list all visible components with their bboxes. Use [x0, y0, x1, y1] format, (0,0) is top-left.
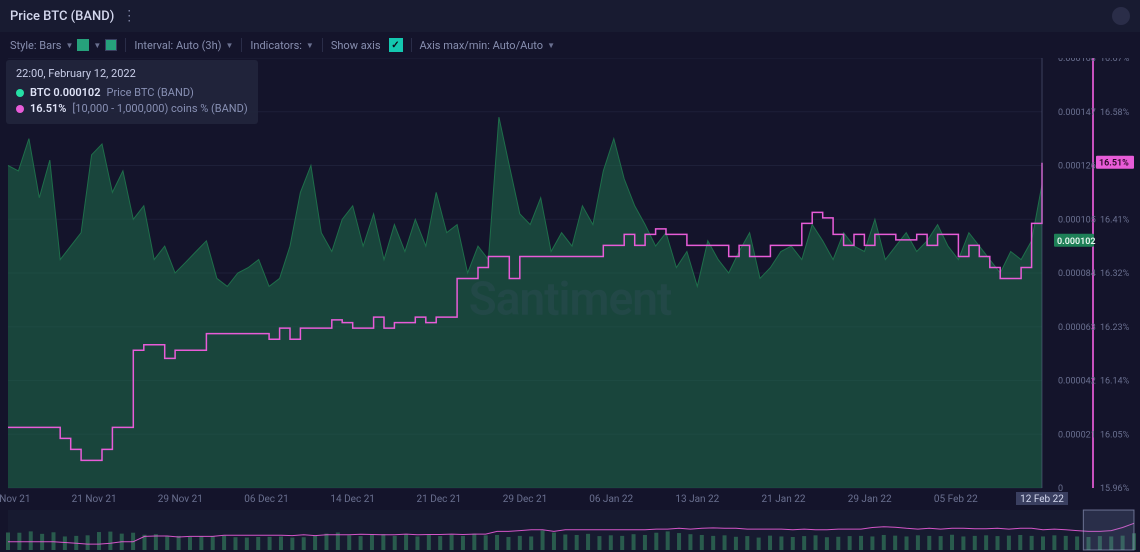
chart-toolbar: Style: Bars ▼ ▼ Interval: Auto (3h) ▼ In… [0, 32, 1140, 58]
chart-tooltip: 22:00, February 12, 2022 BTC 0.000102 Pr… [6, 60, 258, 124]
svg-text:16.32%: 16.32% [1100, 269, 1130, 279]
tooltip-value: BTC 0.000102 [30, 85, 101, 102]
chevron-down-icon: ▼ [306, 41, 314, 50]
price-chart-svg[interactable]: 0.000168 0.000147 0.000126 0.000105 0.000084… [0, 58, 1140, 552]
svg-text:16.51%: 16.51% [1099, 159, 1129, 169]
svg-text:12 Feb 22: 12 Feb 22 [1020, 494, 1064, 505]
svg-text:0.000147: 0.000147 [1058, 108, 1096, 118]
svg-text:13 Nov 21: 13 Nov 21 [0, 494, 31, 505]
axis-minmax-selector[interactable]: Axis max/min: Auto/Auto ▼ [420, 39, 555, 52]
interval-label: Interval: Auto (3h) [134, 39, 221, 52]
tooltip-value: 16.51% [30, 101, 66, 118]
svg-text:16.41%: 16.41% [1100, 215, 1130, 225]
svg-text:0.000063: 0.000063 [1058, 323, 1096, 333]
svg-text:16.14%: 16.14% [1100, 377, 1130, 387]
chart-title: Price BTC (BAND) [10, 9, 114, 24]
series-color-swatch-green[interactable] [77, 39, 89, 51]
svg-text:0.000105: 0.000105 [1058, 215, 1096, 225]
chevron-down-icon: ▼ [225, 41, 233, 50]
tooltip-label: [10,000 - 1,000,000) coins % (BAND) [72, 101, 247, 118]
chevron-down-icon: ▼ [93, 41, 101, 50]
header-bar: Price BTC (BAND) ⋮ [0, 0, 1140, 32]
chart-area[interactable]: 0.000168 0.000147 0.000126 0.000105 0.000084… [0, 58, 1140, 552]
svg-text:16.67%: 16.67% [1100, 58, 1130, 64]
svg-text:14 Dec 21: 14 Dec 21 [330, 494, 375, 505]
svg-text:29 Nov 21: 29 Nov 21 [158, 494, 203, 505]
tooltip-label: Price BTC (BAND) [107, 85, 194, 102]
indicators-label: Indicators: [250, 39, 302, 52]
tooltip-row: BTC 0.000102 Price BTC (BAND) [16, 85, 248, 102]
style-selector[interactable]: Style: Bars ▼ [10, 39, 73, 52]
svg-text:29 Dec 21: 29 Dec 21 [503, 494, 548, 505]
tooltip-datetime: 22:00, February 12, 2022 [16, 66, 248, 83]
svg-text:21 Nov 21: 21 Nov 21 [72, 494, 117, 505]
tooltip-row: 16.51% [10,000 - 1,000,000) coins % (BAN… [16, 101, 248, 118]
kebab-menu-icon[interactable]: ⋮ [122, 8, 136, 24]
svg-text:06 Dec 21: 06 Dec 21 [244, 494, 289, 505]
svg-text:16.23%: 16.23% [1100, 323, 1130, 333]
svg-text:16.05%: 16.05% [1100, 430, 1130, 440]
svg-text:21 Jan 22: 21 Jan 22 [762, 494, 806, 505]
svg-text:06 Jan 22: 06 Jan 22 [589, 494, 633, 505]
chevron-down-icon: ▼ [65, 41, 73, 50]
svg-text:15.96%: 15.96% [1100, 484, 1130, 494]
series-dot-icon [16, 89, 24, 97]
axis-minmax-label: Axis max/min: Auto/Auto [420, 39, 544, 52]
check-icon: ✓ [389, 38, 403, 52]
indicators-selector[interactable]: Indicators: ▼ [250, 39, 313, 52]
svg-text:16.58%: 16.58% [1100, 108, 1130, 118]
series-style-swatch[interactable] [105, 39, 117, 51]
svg-text:21 Dec 21: 21 Dec 21 [417, 494, 462, 505]
svg-text:0.000126: 0.000126 [1058, 162, 1096, 172]
show-axis-label: Show axis [331, 39, 381, 52]
svg-text:0.000084: 0.000084 [1058, 269, 1096, 279]
series-dot-icon [16, 105, 24, 113]
svg-text:0.000042: 0.000042 [1058, 377, 1096, 387]
svg-text:0.000021: 0.000021 [1058, 430, 1096, 440]
svg-text:13 Jan 22: 13 Jan 22 [675, 494, 719, 505]
style-label: Style: Bars [10, 39, 61, 52]
chevron-down-icon: ▼ [547, 41, 555, 50]
show-axis-toggle[interactable]: Show axis ✓ [331, 38, 403, 52]
svg-text:0.000102: 0.000102 [1057, 237, 1096, 247]
settings-circle-button[interactable] [1112, 7, 1130, 25]
svg-text:29 Jan 22: 29 Jan 22 [848, 494, 892, 505]
svg-text:0.000168: 0.000168 [1058, 58, 1096, 64]
svg-text:05 Feb 22: 05 Feb 22 [934, 494, 978, 505]
interval-selector[interactable]: Interval: Auto (3h) ▼ [134, 39, 233, 52]
